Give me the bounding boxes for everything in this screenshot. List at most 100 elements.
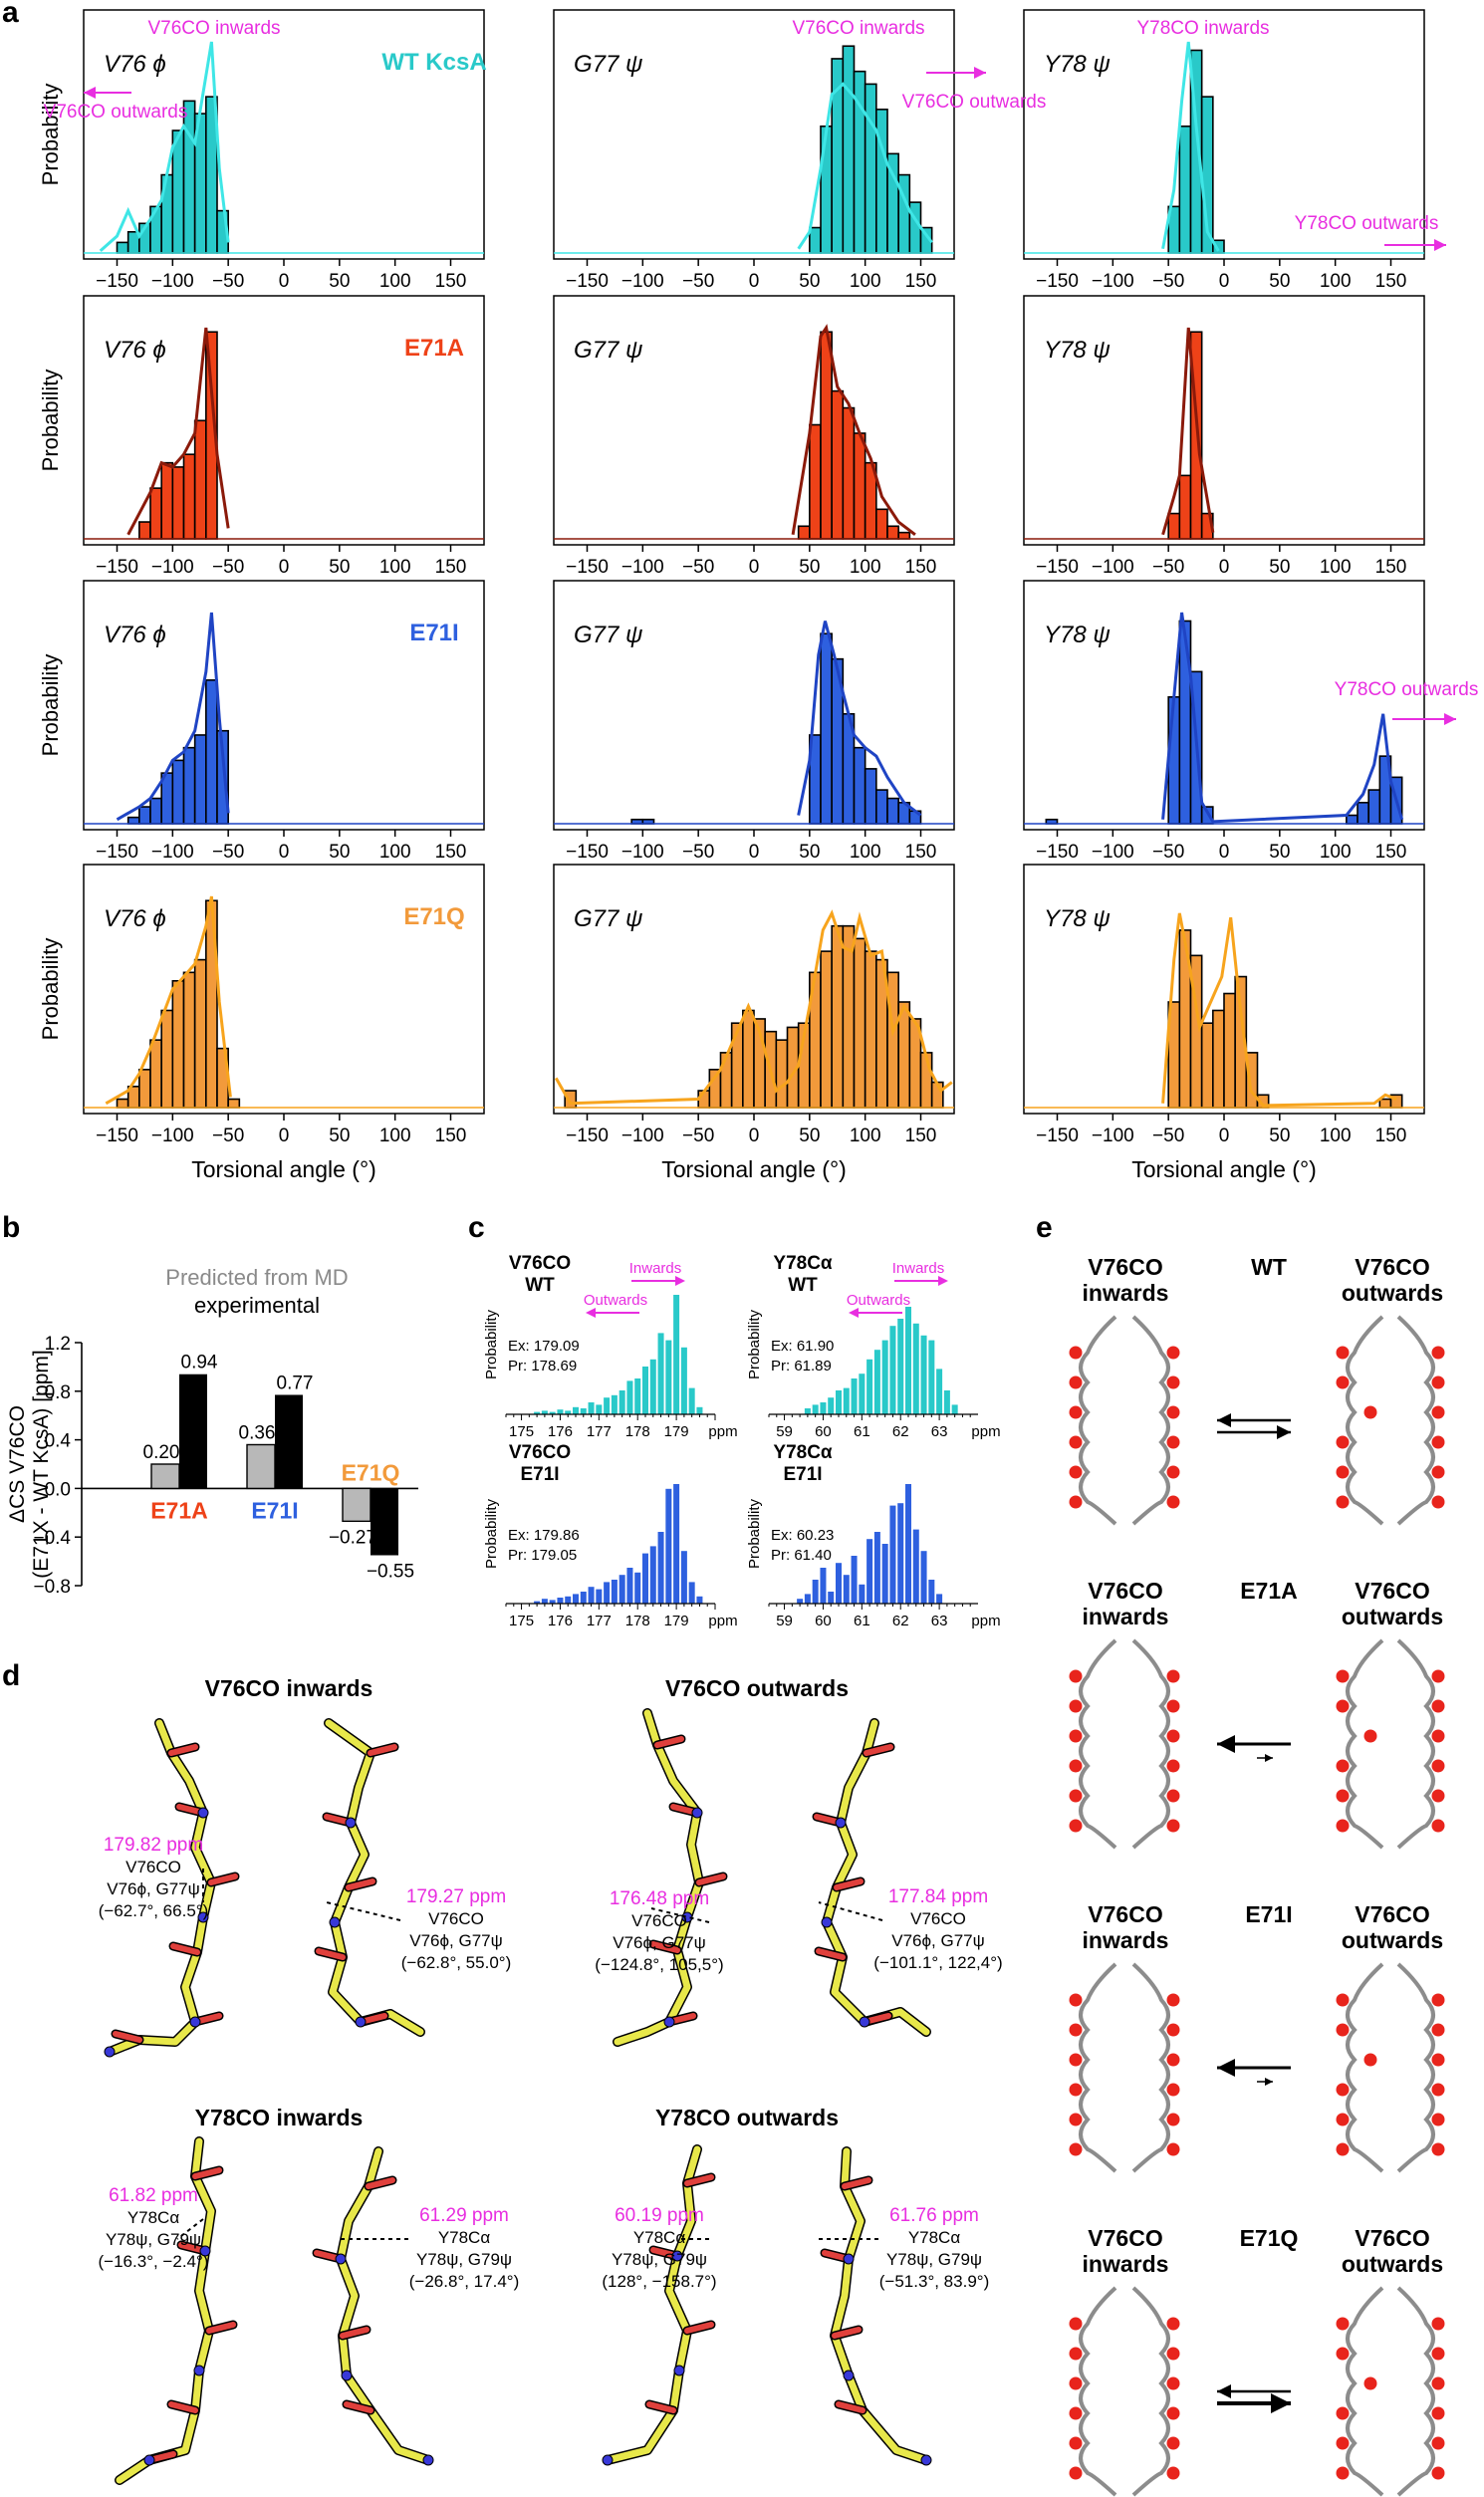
histogram-bar xyxy=(1178,620,1192,825)
angle-label: G77 ψ xyxy=(574,337,643,364)
carbonyl-oxygen-dot xyxy=(1166,1435,1180,1449)
cs-unit: ppm xyxy=(971,1613,1000,1629)
x-tick-label: −50 xyxy=(212,557,244,578)
value-label-predicted: −0.27 xyxy=(329,1527,376,1548)
carbonyl-oxygen-dot xyxy=(1166,1405,1180,1419)
cs-ex: Ex: 61.90 xyxy=(771,1338,834,1355)
carbonyl-oxygen xyxy=(113,2031,142,2043)
carbonyl-oxygen-dot xyxy=(1166,1729,1180,1743)
x-tick-label: −100 xyxy=(621,557,664,578)
x-tick-label: 50 xyxy=(799,557,820,578)
ylabel-probability: Probability xyxy=(38,938,63,1041)
nitrogen-atom xyxy=(193,2365,205,2376)
cs-bar xyxy=(573,1406,579,1414)
cs-subtitle: WT xyxy=(788,1275,818,1296)
cs-bar xyxy=(596,1589,603,1604)
carbonyl-oxygen-dot xyxy=(1431,1669,1445,1683)
filter-strand xyxy=(1346,1962,1384,2173)
x-tick-label: 150 xyxy=(1375,271,1407,292)
histogram-bar xyxy=(886,525,899,540)
carbonyl-oxygen xyxy=(368,1744,397,1756)
x-tick-label: 100 xyxy=(379,271,411,292)
cs-tick-label: 178 xyxy=(625,1613,650,1629)
panel-label-c: c xyxy=(468,1211,485,1244)
carbonyl-oxygen-dot xyxy=(1431,2023,1445,2037)
nitrogen-atom xyxy=(843,2253,855,2265)
cs-bar xyxy=(580,1408,587,1414)
cs-bar xyxy=(897,1503,904,1604)
histogram-bar xyxy=(1346,814,1359,825)
dihedral-values: (−51.3°, 83.9°) xyxy=(879,2272,989,2291)
x-tick-label: −100 xyxy=(151,1125,194,1146)
filter-strand xyxy=(1131,1638,1170,1850)
carbonyl-oxygen-dot xyxy=(1166,1465,1180,1479)
cs-unit: ppm xyxy=(971,1423,1000,1440)
annotation-text: Y78CO inwards xyxy=(1136,18,1269,39)
cs-bar xyxy=(812,1580,819,1604)
state-left-l1: V76CO xyxy=(1088,1254,1162,1280)
bond xyxy=(614,1709,703,2046)
cs-tick-label: 63 xyxy=(931,1613,948,1629)
cs-bar xyxy=(588,1402,595,1414)
carbonyl-oxygen xyxy=(366,2177,395,2189)
cs-bar xyxy=(820,1402,827,1414)
cs-tick-label: 60 xyxy=(815,1613,832,1629)
structure-header: Y78CO inwards xyxy=(195,2105,364,2130)
cs-bar xyxy=(611,1580,618,1604)
histogram-bar xyxy=(864,950,877,1109)
histogram-e71a-2: −150 −100 −50 0 50 100 150 Y78 ψ xyxy=(1023,295,1425,578)
histogram-bar xyxy=(126,816,140,825)
histogram-bar xyxy=(116,1098,129,1109)
x-tick-label: 0 xyxy=(749,1125,760,1146)
x-tick-label: 100 xyxy=(850,1125,881,1146)
carbonyl-oxygen xyxy=(816,1948,846,1960)
x-tick-label: −150 xyxy=(566,557,609,578)
x-tick-label: 100 xyxy=(1320,842,1352,863)
x-tick-label: 0 xyxy=(1219,557,1230,578)
cs-pr: Pr: 178.69 xyxy=(508,1358,577,1374)
mutant-label: E71Q xyxy=(403,903,464,930)
x-tick-label: −150 xyxy=(566,842,609,863)
cs-bar xyxy=(680,1347,687,1414)
value-label-experimental: 0.94 xyxy=(181,1353,218,1373)
cs-tick-label: 177 xyxy=(587,1423,612,1440)
cs-bar xyxy=(626,1568,633,1604)
dihedral-label: Y78ψ, G79ψ xyxy=(886,2250,982,2269)
dihedral-values: (−101.1°, 122,4°) xyxy=(873,1953,1002,1972)
histogram-bar xyxy=(775,1039,789,1109)
carbonyl-oxygen xyxy=(684,2174,714,2186)
cs-tick-label: 61 xyxy=(854,1613,870,1629)
cs-bar xyxy=(912,1323,919,1414)
cs-bar xyxy=(881,1544,888,1604)
cs-bar xyxy=(634,1572,641,1604)
structure-header: V76CO outwards xyxy=(665,1675,849,1701)
histogram-bar xyxy=(138,521,151,540)
inwards-arrow-head xyxy=(675,1276,685,1286)
backbone-stick-model xyxy=(312,2146,434,2466)
group-label: E71Q xyxy=(342,1459,400,1485)
plot-frame xyxy=(83,580,485,831)
carbonyl-oxygen-dot xyxy=(1166,1789,1180,1803)
ylabel-line1: ΔCS V76CO xyxy=(6,1405,29,1523)
x-tick-label: −150 xyxy=(96,1125,138,1146)
carbonyl-oxygen xyxy=(344,2401,373,2413)
cs-bar xyxy=(673,1295,680,1414)
x-tick-label: −100 xyxy=(1092,557,1134,578)
x-tick-label: −150 xyxy=(1036,271,1079,292)
structure-annotation: 61.76 ppm Y78Cα Y78ψ, G79ψ (−51.3°, 83.9°) xyxy=(819,2205,989,2291)
plot-frame xyxy=(83,9,485,260)
x-tick-label: 0 xyxy=(1219,271,1230,292)
x-tick-label: 0 xyxy=(279,271,290,292)
carbonyl-oxygen-dot xyxy=(1336,1789,1350,1803)
mutant-label: E71I xyxy=(409,620,458,646)
x-tick-label: 100 xyxy=(1320,271,1352,292)
state-right-l1: V76CO xyxy=(1355,1254,1429,1280)
state-right-l2: outwards xyxy=(1342,1280,1443,1306)
histogram-bar xyxy=(875,789,888,825)
histogram-bar xyxy=(1357,801,1369,825)
x-tick-label: −150 xyxy=(96,842,138,863)
equilibrium-arrow-right-head xyxy=(1265,2078,1273,2086)
